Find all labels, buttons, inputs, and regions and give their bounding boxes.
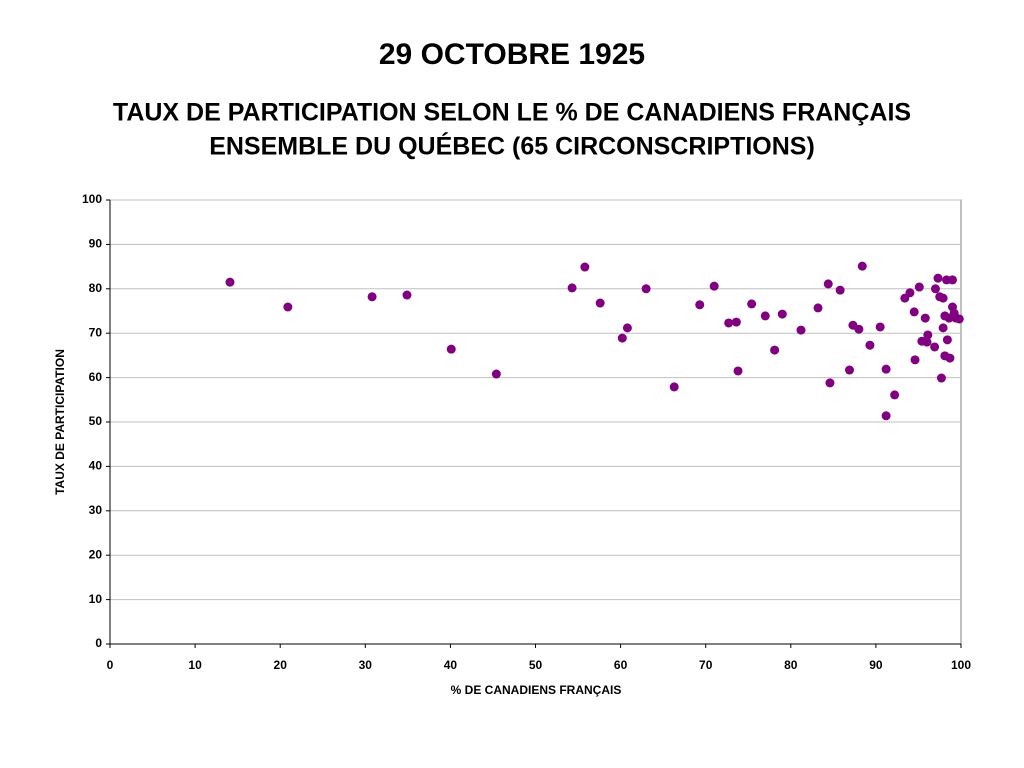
x-tick-label: 10 <box>188 658 202 672</box>
point <box>857 261 867 271</box>
point <box>669 382 679 392</box>
point <box>225 277 235 287</box>
point <box>922 337 932 347</box>
point <box>905 288 915 298</box>
point <box>942 335 952 345</box>
y-tick-label: 50 <box>89 414 103 428</box>
point <box>825 378 835 388</box>
point <box>914 282 924 292</box>
point <box>595 298 605 308</box>
point <box>747 299 757 309</box>
x-tick-label: 80 <box>784 658 798 672</box>
y-tick-label: 100 <box>82 192 102 206</box>
point <box>731 317 741 327</box>
point <box>491 369 501 379</box>
x-tick-label: 90 <box>869 658 883 672</box>
point <box>733 366 743 376</box>
y-tick-label: 10 <box>89 592 103 606</box>
point <box>854 324 864 334</box>
point <box>890 390 900 400</box>
x-axis-label: % DE CANADIENS FRANÇAIS <box>451 683 622 697</box>
point <box>930 284 940 294</box>
point <box>947 275 957 285</box>
y-tick-label: 20 <box>89 547 103 561</box>
point <box>641 284 651 294</box>
y-tick-label: 80 <box>89 281 103 295</box>
point <box>938 293 948 303</box>
point <box>567 283 577 293</box>
y-tick-label: 70 <box>89 325 103 339</box>
x-tick-label: 20 <box>274 658 288 672</box>
chart-title: 29 OCTOBRE 1925 <box>379 38 645 71</box>
x-tick-label: 100 <box>951 658 971 672</box>
point <box>760 311 770 321</box>
x-tick-label: 50 <box>529 658 543 672</box>
point <box>796 325 806 335</box>
x-tick-label: 30 <box>359 658 373 672</box>
y-tick-label: 0 <box>95 636 102 650</box>
point <box>402 290 412 300</box>
point <box>580 262 590 272</box>
x-tick-label: 70 <box>699 658 713 672</box>
point <box>845 365 855 375</box>
point <box>777 309 787 319</box>
y-tick-label: 90 <box>89 237 103 251</box>
point <box>881 364 891 374</box>
point <box>823 279 833 289</box>
point <box>954 314 964 324</box>
x-tick-label: 0 <box>107 658 114 672</box>
y-tick-label: 60 <box>89 370 103 384</box>
point <box>367 292 377 302</box>
point <box>622 323 632 333</box>
x-tick-label: 40 <box>444 658 458 672</box>
point <box>770 345 780 355</box>
point <box>910 355 920 365</box>
y-axis-label: TAUX DE PARTICIPATION <box>53 349 67 495</box>
point <box>933 273 943 283</box>
point <box>617 333 627 343</box>
point <box>923 330 933 340</box>
chart-subtitle: ENSEMBLE DU QUÉBEC (65 CIRCONSCRIPTIONS) <box>209 132 815 161</box>
point <box>881 411 891 421</box>
point <box>875 322 885 332</box>
point <box>945 353 955 363</box>
y-tick-label: 30 <box>89 503 103 517</box>
point <box>909 307 919 317</box>
point <box>930 342 940 352</box>
y-tick-label: 40 <box>89 459 103 473</box>
point <box>920 313 930 323</box>
point <box>724 318 734 328</box>
point <box>709 281 719 291</box>
point <box>813 303 823 313</box>
point <box>835 285 845 295</box>
point <box>283 302 293 312</box>
x-tick-label: 60 <box>614 658 628 672</box>
point <box>936 373 946 383</box>
point <box>695 300 705 310</box>
chart-subtitle: TAUX DE PARTICIPATION SELON LE % DE CANA… <box>113 99 911 127</box>
point <box>446 344 456 354</box>
point <box>938 323 948 333</box>
point <box>865 340 875 350</box>
